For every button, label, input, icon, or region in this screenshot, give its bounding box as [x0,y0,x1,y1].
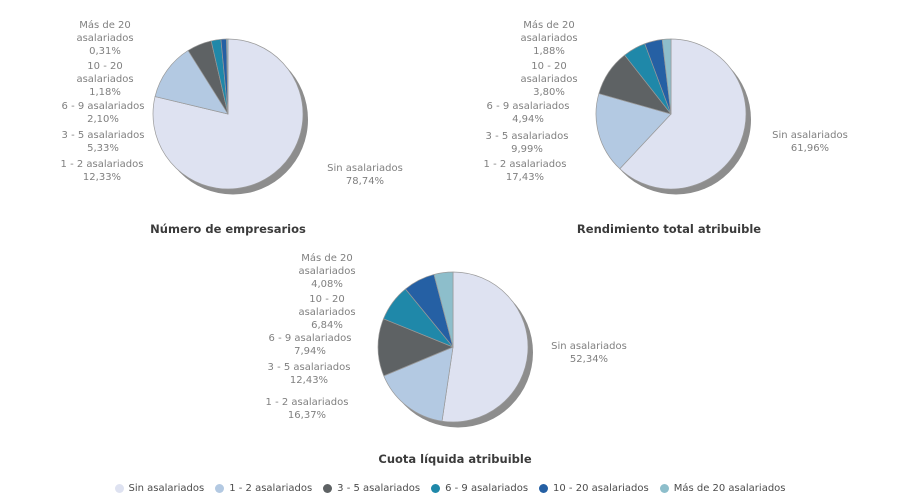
pie-slice-1-2-asalariados [154,50,229,115]
slice-label-3-5-asalariados: 3 - 5 asalariados 12,43% [267,362,351,386]
legend-label: 10 - 20 asalariados [553,482,649,494]
slice-label-10-20-asalariados: 10 - 20 asalariados 6,84% [298,294,356,331]
legend-item-sin-asalariados: Sin asalariados [114,482,205,494]
legend-marker-icon [323,483,333,493]
legend-item-6-9-asalariados: 6 - 9 asalariados [431,483,528,494]
pie-slice-1-2-asalariados [383,346,454,422]
chart-title-rendimiento-total-atribuible: Rendimiento total atribuible [576,222,762,236]
pie-slice-1-2-asalariados [595,93,672,170]
pie-svg [595,38,751,195]
pie-slice-sin-asalariados [619,38,747,190]
legend-item-10-20-asalariados: 10 - 20 asalariados [539,483,649,494]
pie-slice-sin-asalariados [441,271,529,423]
pie-svg [152,38,308,195]
slice-label-6-9-asalariados: 6 - 9 asalariados 7,94% [268,333,352,357]
pie-slice-mas-de-20-asalariados [661,38,672,115]
legend-marker-icon [114,483,124,493]
slice-label-mas-de-20-asalariados: Más de 20 asalariados 1,88% [520,20,578,57]
slice-label-1-2-asalariados: 1 - 2 asalariados 17,43% [483,159,567,183]
slice-label-3-5-asalariados: 3 - 5 asalariados 9,99% [485,131,569,155]
pie-slice-3-5-asalariados [377,318,454,377]
slice-label-6-9-asalariados: 6 - 9 asalariados 4,94% [486,101,570,125]
slice-label-sin-asalariados: Sin asalariados 61,96% [772,130,848,154]
slice-label-sin-asalariados: Sin asalariados 78,74% [327,163,403,187]
slice-label-6-9-asalariados: 6 - 9 asalariados 2,10% [61,101,145,125]
slice-label-1-2-asalariados: 1 - 2 asalariados 16,37% [265,397,349,421]
legend-label: 3 - 5 asalariados [337,482,421,494]
legend-marker-icon [659,483,669,493]
legend-marker-icon [539,483,549,493]
slice-label-1-2-asalariados: 1 - 2 asalariados 12,33% [60,159,144,183]
slice-label-10-20-asalariados: 10 - 20 asalariados 1,18% [76,61,134,98]
chart-title-numero-de-empresarios: Número de empresarios [150,222,306,236]
slice-label-3-5-asalariados: 3 - 5 asalariados 5,33% [61,130,145,154]
legend-item-mas-de-20-asalariados: Más de 20 asalariados [659,482,786,494]
legend-label: Sin asalariados [128,482,205,494]
slice-label-sin-asalariados: Sin asalariados 52,34% [551,341,627,365]
legend-label: Más de 20 asalariados [673,482,786,494]
pie-slice-mas-de-20-asalariados [433,271,454,348]
slice-label-mas-de-20-asalariados: Más de 20 asalariados 0,31% [76,20,134,57]
slice-label-mas-de-20-asalariados: Más de 20 asalariados 4,08% [298,253,356,290]
legend-marker-icon [215,483,225,493]
chart-legend: Sin asalariados 1 - 2 asalariados 3 - 5 as… [0,480,900,496]
legend-item-1-2-asalariados: 1 - 2 asalariados [215,483,312,494]
slice-label-10-20-asalariados: 10 - 20 asalariados 3,80% [520,61,578,98]
pie-svg [377,271,533,428]
legend-label: 6 - 9 asalariados [445,482,529,494]
legend-marker-icon [431,483,441,493]
legend-item-3-5-asalariados: 3 - 5 asalariados [323,483,420,494]
pie-slice-mas-de-20-asalariados [226,38,229,115]
legend-label: 1 - 2 asalariados [229,482,313,494]
chart-title-cuota-liquida-atribuible: Cuota líquida atribuible [378,452,532,466]
